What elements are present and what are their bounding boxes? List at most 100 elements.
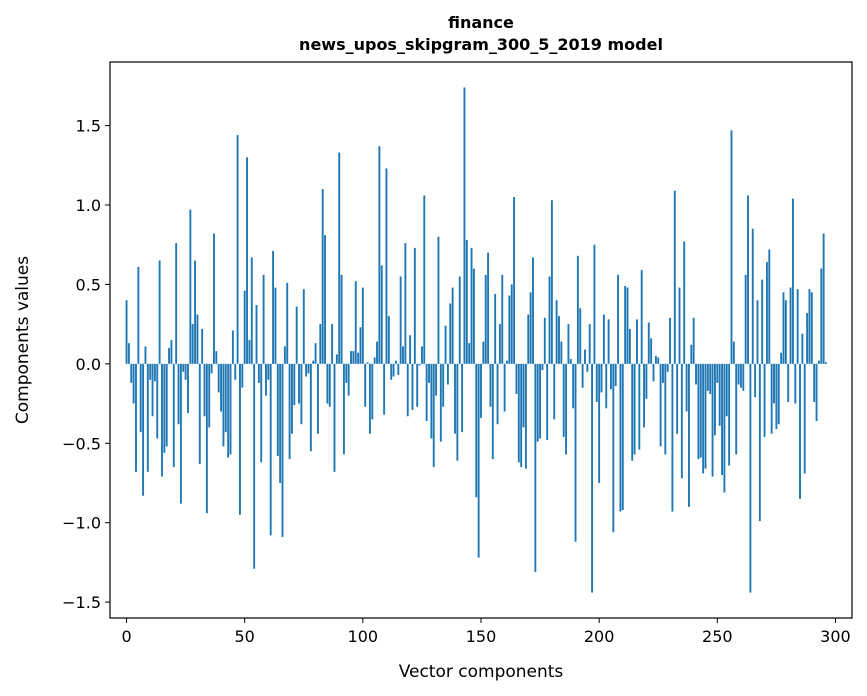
bar bbox=[161, 363, 163, 477]
bar bbox=[496, 363, 499, 425]
bar bbox=[229, 363, 232, 455]
bar bbox=[704, 363, 707, 469]
x-tick-label: 300 bbox=[820, 627, 851, 646]
bar bbox=[513, 197, 516, 364]
bar bbox=[711, 363, 714, 477]
bar bbox=[591, 363, 594, 593]
y-tick-label: 0.5 bbox=[76, 275, 101, 294]
bar bbox=[274, 287, 277, 364]
y-tick-label: 1.5 bbox=[76, 117, 101, 136]
bar bbox=[810, 292, 813, 364]
bar bbox=[234, 363, 237, 380]
bar bbox=[768, 249, 771, 364]
bar bbox=[780, 352, 783, 364]
bar bbox=[676, 363, 679, 434]
bar bbox=[368, 363, 371, 434]
bar bbox=[666, 363, 669, 372]
bar bbox=[130, 363, 133, 383]
bar bbox=[645, 363, 648, 399]
bar bbox=[243, 290, 246, 364]
bar bbox=[359, 327, 362, 364]
bar bbox=[820, 268, 823, 364]
bar bbox=[340, 274, 343, 364]
bar bbox=[361, 287, 364, 364]
bar bbox=[716, 363, 719, 383]
bar bbox=[418, 363, 421, 366]
bar bbox=[425, 363, 428, 422]
bar bbox=[331, 324, 334, 364]
bar bbox=[586, 363, 589, 372]
bar bbox=[260, 363, 263, 463]
bar bbox=[673, 190, 676, 364]
bar bbox=[669, 317, 671, 364]
bar bbox=[172, 363, 175, 468]
bar bbox=[791, 198, 794, 364]
bar bbox=[773, 363, 775, 404]
bar bbox=[654, 355, 657, 364]
bar bbox=[732, 341, 735, 364]
chart-title-line2: news_upos_skipgram_300_5_2019 model bbox=[299, 35, 663, 54]
bar bbox=[196, 314, 199, 364]
bar bbox=[688, 363, 690, 507]
bar bbox=[522, 363, 525, 428]
bar bbox=[652, 363, 655, 382]
bar bbox=[546, 363, 549, 441]
bar bbox=[796, 289, 799, 364]
bar bbox=[430, 363, 433, 439]
bar bbox=[373, 357, 376, 364]
bar bbox=[801, 333, 804, 364]
bar bbox=[309, 363, 312, 452]
bar bbox=[763, 363, 766, 437]
x-tick-label: 100 bbox=[348, 627, 379, 646]
bar bbox=[662, 363, 664, 383]
bar bbox=[402, 346, 404, 364]
bar bbox=[144, 346, 147, 364]
bar bbox=[239, 363, 241, 515]
bar bbox=[432, 363, 435, 468]
bar bbox=[347, 363, 350, 396]
bar bbox=[482, 341, 485, 364]
bar bbox=[560, 341, 563, 364]
bar bbox=[600, 363, 603, 393]
bar bbox=[718, 363, 721, 426]
bar bbox=[461, 363, 464, 433]
bar bbox=[248, 340, 251, 364]
bar bbox=[314, 343, 317, 364]
bar bbox=[520, 363, 523, 468]
bar bbox=[281, 363, 284, 537]
bar bbox=[607, 319, 610, 364]
bar bbox=[728, 363, 731, 466]
bar bbox=[506, 360, 508, 364]
bar bbox=[650, 338, 653, 364]
bar bbox=[624, 285, 627, 364]
y-tick-label: 0.0 bbox=[76, 355, 101, 374]
bar bbox=[532, 257, 534, 364]
bar bbox=[565, 363, 568, 455]
bar bbox=[335, 354, 338, 364]
bar bbox=[543, 317, 546, 364]
bar bbox=[175, 243, 178, 364]
bar bbox=[305, 363, 308, 377]
x-tick-label: 250 bbox=[702, 627, 733, 646]
bar bbox=[255, 305, 258, 364]
bar bbox=[579, 308, 582, 364]
bar bbox=[567, 324, 570, 364]
bar bbox=[612, 363, 615, 533]
bar bbox=[527, 314, 530, 364]
bar bbox=[451, 287, 454, 364]
bar bbox=[572, 363, 575, 409]
bar bbox=[633, 363, 636, 455]
bar bbox=[754, 363, 757, 398]
bar bbox=[149, 363, 152, 380]
bar bbox=[253, 363, 256, 569]
bar bbox=[822, 233, 825, 364]
bar bbox=[697, 363, 700, 460]
x-tick-label: 0 bbox=[121, 627, 131, 646]
bar bbox=[184, 363, 187, 380]
bar bbox=[394, 360, 397, 364]
bar bbox=[690, 344, 693, 364]
bar bbox=[808, 289, 811, 364]
bar bbox=[515, 363, 518, 395]
y-tick-label: −1.5 bbox=[62, 593, 101, 612]
bar bbox=[747, 195, 749, 364]
